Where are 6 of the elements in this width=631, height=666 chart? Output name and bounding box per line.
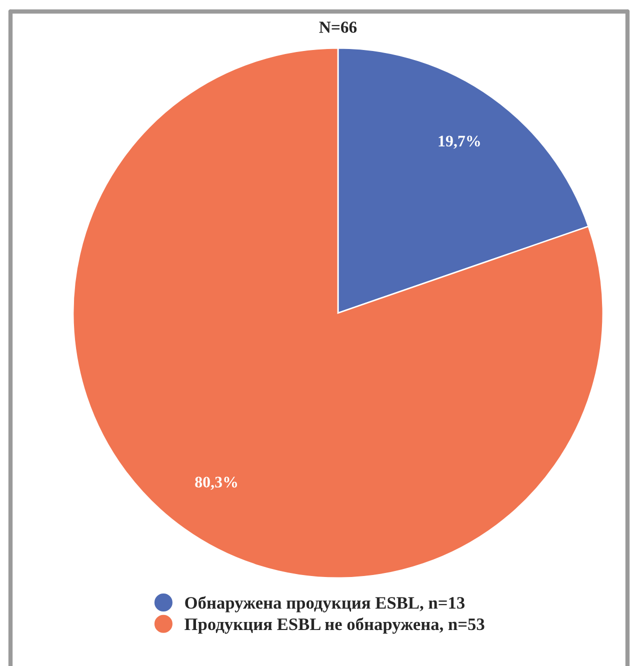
legend-label: Продукция ESBL не обнаружена, n=53 bbox=[184, 618, 484, 634]
legend-label: Обнаружена продукция ESBL, n=13 bbox=[185, 596, 465, 612]
pie-slice bbox=[72, 47, 604, 579]
data-label: 19,7% bbox=[438, 136, 480, 149]
chart-title: N=66 bbox=[319, 22, 357, 33]
data-label: 80,3% bbox=[195, 476, 238, 490]
